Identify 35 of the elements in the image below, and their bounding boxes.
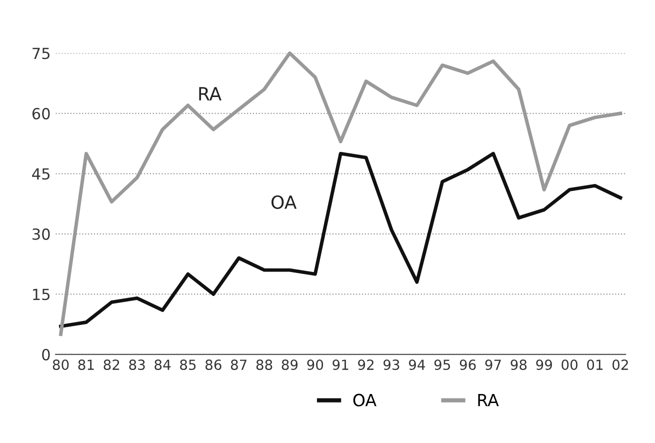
x-tick-label: 93 xyxy=(384,360,400,370)
x-tick-label: 82 xyxy=(104,360,120,370)
x-tick-label: 94 xyxy=(408,360,425,370)
x-tick-label: 00 xyxy=(562,360,578,370)
x-tick-label: 81 xyxy=(78,360,94,370)
x-tick-label: 86 xyxy=(206,360,222,370)
x-tick-label: 88 xyxy=(256,360,272,370)
y-tick-label: 0 xyxy=(42,348,50,360)
x-tick-label: 99 xyxy=(536,360,552,370)
y-tick-label: 45 xyxy=(32,168,50,180)
x-tick-label: 84 xyxy=(154,360,171,370)
x-tick-label: 91 xyxy=(332,360,348,370)
x-tick-label: 92 xyxy=(358,360,374,370)
x-tick-label: 89 xyxy=(282,360,298,370)
legend-label: RA xyxy=(478,394,499,406)
x-tick-label: 90 xyxy=(307,360,324,370)
annotation: RA xyxy=(199,87,222,100)
y-tick-label: 60 xyxy=(32,108,50,120)
x-tick-label: 96 xyxy=(460,360,476,370)
x-tick-label: 95 xyxy=(434,360,450,370)
x-tick-label: 98 xyxy=(510,360,527,370)
x-tick-label: 97 xyxy=(485,360,501,370)
x-tick-label: 80 xyxy=(52,360,69,370)
x-tick-label: 87 xyxy=(230,360,246,370)
y-tick-label: 75 xyxy=(32,48,50,60)
line-series xyxy=(59,51,622,336)
legend-label: OA xyxy=(353,394,376,406)
y-tick-label: 30 xyxy=(32,228,50,240)
x-tick-label: 02 xyxy=(612,360,628,370)
x-tick-label: 01 xyxy=(587,360,603,370)
line-series xyxy=(59,152,622,328)
x-tick-label: 83 xyxy=(129,360,145,370)
annotation: OA xyxy=(272,195,297,210)
y-tick-label: 15 xyxy=(33,288,50,300)
x-tick-label: 85 xyxy=(180,360,196,370)
